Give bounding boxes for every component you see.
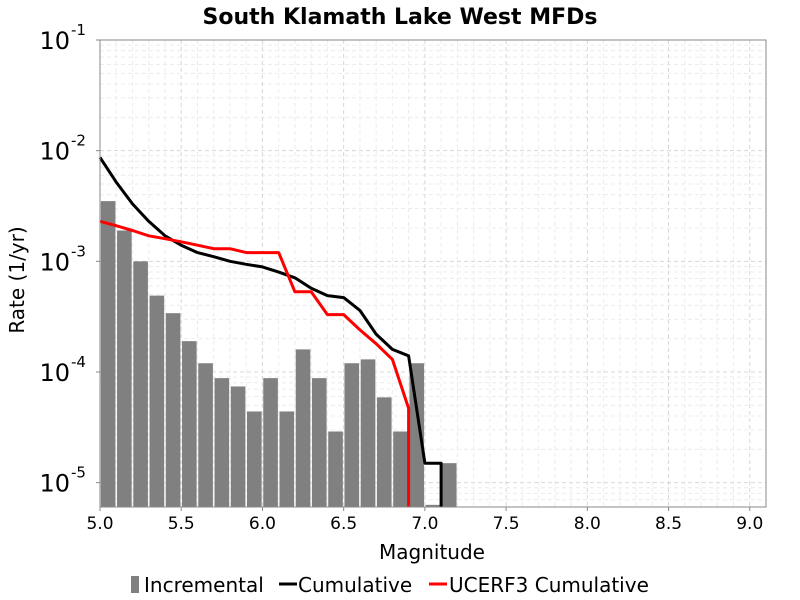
x-tick-label: 7.5 (493, 514, 520, 534)
incremental-bar (117, 230, 132, 507)
incremental-bar (230, 386, 246, 507)
cumulative-line (98, 156, 443, 507)
incremental-bar (328, 431, 343, 507)
incremental-bar (133, 261, 148, 507)
incremental-bar (247, 411, 262, 507)
x-tick-label: 8.5 (655, 514, 682, 534)
y-axis-label: Rate (1/yr) (5, 226, 29, 333)
incremental-bar (214, 378, 230, 507)
x-tick-label: 7.0 (411, 514, 438, 534)
x-axis-label: Magnitude (379, 540, 485, 564)
legend-cumulative-label: Cumulative (298, 573, 412, 597)
y-tick-label: 10 -4 (39, 353, 86, 387)
y-tick-exponent: -1 (71, 21, 86, 39)
incremental-bar (425, 504, 441, 507)
y-tick-exponent: -5 (71, 464, 86, 482)
plot-frame (99, 39, 767, 508)
x-tick-label: 6.0 (249, 514, 276, 534)
x-tick-label: 5.5 (168, 514, 195, 534)
incremental-bar (263, 378, 278, 507)
incremental-bar (441, 463, 457, 507)
y-tick-base: 10 (39, 27, 70, 55)
grid (99, 40, 766, 507)
y-tick-base: 10 (39, 248, 70, 276)
x-tick-label: 6.5 (330, 514, 357, 534)
incremental-bar (295, 349, 311, 507)
y-tick-base: 10 (39, 138, 70, 166)
legend-ucerf3-label: UCERF3 Cumulative (449, 573, 649, 597)
x-axis-ticks: 5.0 5.5 6.0 6.5 7.0 7.5 8.0 8.5 9.0 (86, 507, 763, 534)
chart-title: South Klamath Lake West MFDs (203, 5, 598, 30)
x-tick-label: 8.0 (574, 514, 601, 534)
y-tick-label: 10 -5 (39, 464, 86, 498)
y-tick-base: 10 (39, 359, 70, 387)
y-tick-base: 10 (39, 470, 70, 498)
incremental-bar (279, 411, 295, 507)
incremental-bar (149, 295, 165, 507)
legend-incremental-swatch (131, 576, 139, 593)
incremental-bar (393, 431, 408, 507)
incremental-bar (182, 341, 197, 507)
y-tick-exponent: -3 (71, 242, 86, 260)
y-tick-exponent: -2 (71, 132, 86, 150)
incremental-bar (376, 397, 392, 507)
incremental-bar (409, 363, 425, 507)
y-tick-label: 10 -1 (39, 21, 86, 55)
series-lines (98, 156, 443, 507)
incremental-bar (198, 363, 213, 507)
ucerf3-cumulative-line (99, 219, 411, 507)
incremental-bars (100, 201, 457, 507)
legend-incremental-label: Incremental (144, 573, 264, 597)
incremental-bar (165, 313, 181, 507)
x-tick-label: 9.0 (736, 514, 763, 534)
y-tick-label: 10 -2 (39, 132, 86, 166)
x-tick-label: 5.0 (86, 514, 113, 534)
incremental-bar (311, 378, 327, 507)
legend: Incremental Cumulative UCERF3 Cumulative (131, 573, 649, 597)
incremental-bar (360, 359, 376, 507)
y-axis-ticks: 10-510-410-310-210-1 (39, 21, 100, 498)
incremental-bar (344, 363, 360, 507)
incremental-bar (100, 201, 116, 507)
y-tick-exponent: -4 (71, 353, 86, 371)
y-tick-label: 10 -3 (39, 242, 86, 276)
